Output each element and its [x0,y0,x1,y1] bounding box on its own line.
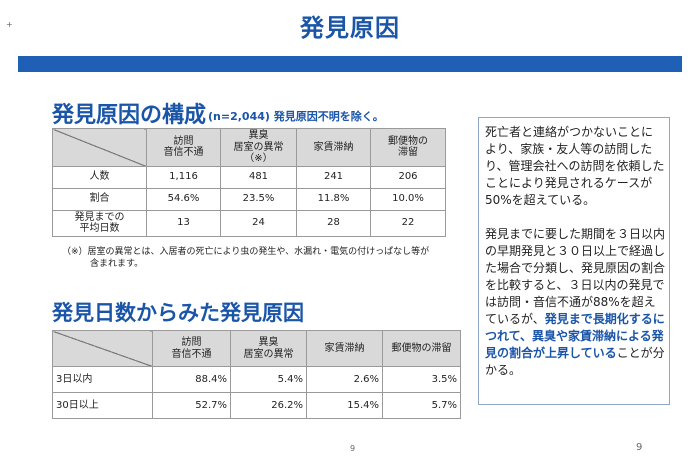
summary-paragraph: 発見までに要した期間を３日以内の早期発見と３０日以上で経過した場合で分類し、発見… [485,226,665,379]
days-table-header: 訪問 音信不通 異臭 居室の異常 家賃滞納 郵便物の滞留 [52,330,461,367]
column-header: 異臭 居室の異常 [230,330,307,367]
column-header: 訪問 音信不通 [152,330,231,367]
composition-table-header: 訪問 音信不通 異臭 居室の異常（※） 家賃滞納 郵便物の 滞留 [52,128,446,167]
table-cell: 13 [146,209,221,237]
table-cell: 28 [296,209,371,237]
section2-heading: 発見日数からみた発見原因 [52,301,304,325]
column-header: 郵便物の滞留 [382,330,461,367]
column-header: 郵便物の滞留 [370,128,446,167]
section1-heading-text: 発見原因の構成 [52,103,207,128]
section1-heading: 発見原因の構成 (n=2,044) 発見原因不明を除く。 [52,97,384,129]
table-row: 割合 54.6% 23.5% 11.8% 10.0% [52,187,446,211]
row-label: 割合 [52,187,147,211]
column-header: 異臭 居室の異常（※） [220,128,297,167]
table-row: 30日以上 52.7% 26.2% 15.4% 5.7% [52,392,461,419]
page-title: 発見原因 [300,14,400,42]
page-number: 9 [350,444,356,453]
corner-mark: + [6,20,13,29]
table-cell: 11.8% [296,187,371,211]
table-cell: 23.5% [220,187,297,211]
footnote-line: 含まれます。 [90,258,144,269]
row-label: 30日以上 [52,392,153,419]
summary-box: 死亡者と連絡がつかないことにより、家族・友人等の訪問したり、管理会社への訪問を依… [478,117,670,405]
summary-paragraph: 死亡者と連絡がつかないことにより、家族・友人等の訪問したり、管理会社への訪問を依… [485,125,665,207]
days-table: 訪問 音信不通 異臭 居室の異常 家賃滞納 郵便物の滞留 3日以内 88.4% 5.… [52,330,461,419]
page-number: 9 [636,442,643,453]
table-cell: 206 [370,165,446,189]
column-header: 訪問 音信不通 [146,128,221,167]
summary-highlight: 発見まで長期化するにつれて、異臭や家賃滞納による発見の割合が上昇している [485,312,665,360]
summary-text: 発見までに要した期間を３日以内の早期発見と３０日以上で経過した場合で分類し、発見… [485,227,666,326]
table-cell: 15.4% [306,392,383,419]
table-corner-cell [52,330,153,367]
footnote-line: （※）居室の異常とは、入居者の死亡により虫の発生や、水漏れ・電気の付けっぱなし等… [62,247,430,257]
table-corner-cell [52,128,147,167]
table-cell: 3.5% [382,366,461,393]
section1-subtitle: (n=2,044) 発見原因不明を除く。 [208,110,384,123]
table-cell: 26.2% [230,392,307,419]
table-cell: 52.7% [152,392,231,419]
table-cell: 22 [370,209,446,237]
row-label: 人数 [52,165,147,189]
table-cell: 481 [220,165,297,189]
table-cell: 5.4% [230,366,307,393]
row-label: 3日以内 [52,366,153,393]
table-row: 人数 1,116 481 241 206 [52,165,446,189]
table-cell: 24 [220,209,297,237]
row-label: 発見までの 平均日数 [52,209,147,237]
table-cell: 2.6% [306,366,383,393]
table-cell: 5.7% [382,392,461,419]
column-header: 家賃滞納 [306,330,383,367]
summary-text: ことが分かる。 [485,346,665,377]
table-cell: 241 [296,165,371,189]
table-row: 発見までの 平均日数 13 24 28 22 [52,209,446,237]
table-cell: 88.4% [152,366,231,393]
table-cell: 54.6% [146,187,221,211]
composition-table: 訪問 音信不通 異臭 居室の異常（※） 家賃滞納 郵便物の 滞留 人数 1,116 4… [52,128,446,237]
table-cell: 1,116 [146,165,221,189]
footnote: （※）居室の異常とは、入居者の死亡により虫の発生や、水漏れ・電気の付けっぱなし等… [62,247,462,270]
table-row: 3日以内 88.4% 5.4% 2.6% 3.5% [52,366,461,393]
table-cell: 10.0% [370,187,446,211]
paragraph-gap [485,209,665,226]
column-header: 家賃滞納 [296,128,371,167]
header-bar [18,56,682,72]
